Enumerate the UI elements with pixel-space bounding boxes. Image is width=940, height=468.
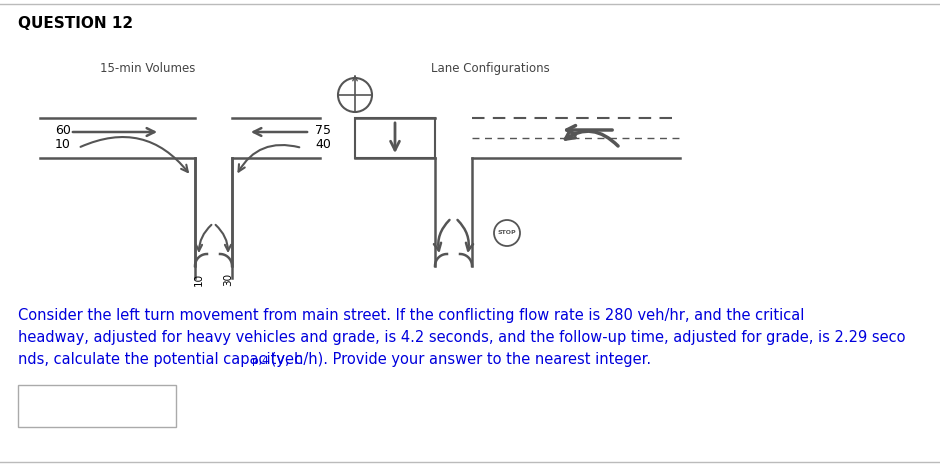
Text: (veh/h). Provide your answer to the nearest integer.: (veh/h). Provide your answer to the near… bbox=[266, 352, 651, 367]
Text: nds, calculate the potential capacity, c: nds, calculate the potential capacity, c bbox=[18, 352, 303, 367]
FancyArrowPatch shape bbox=[81, 137, 188, 172]
Text: p,4: p,4 bbox=[252, 356, 269, 366]
FancyArrowPatch shape bbox=[215, 225, 231, 251]
Text: 60: 60 bbox=[55, 124, 70, 138]
Bar bbox=[355, 118, 435, 158]
FancyArrowPatch shape bbox=[566, 131, 619, 146]
Text: Consider the left turn movement from main street. If the conflicting flow rate i: Consider the left turn movement from mai… bbox=[18, 308, 805, 323]
Text: 30: 30 bbox=[223, 273, 233, 286]
Text: 75: 75 bbox=[315, 124, 331, 138]
Text: Lane Configurations: Lane Configurations bbox=[431, 62, 549, 75]
Text: headway, adjusted for heavy vehicles and grade, is 4.2 seconds, and the follow-u: headway, adjusted for heavy vehicles and… bbox=[18, 330, 905, 345]
FancyArrowPatch shape bbox=[458, 220, 473, 250]
FancyArrowPatch shape bbox=[196, 225, 212, 251]
FancyArrowPatch shape bbox=[434, 220, 449, 250]
FancyArrowPatch shape bbox=[567, 125, 612, 134]
Text: 40: 40 bbox=[315, 139, 331, 152]
FancyArrowPatch shape bbox=[239, 145, 299, 172]
FancyBboxPatch shape bbox=[18, 385, 176, 427]
Text: 10: 10 bbox=[55, 139, 70, 152]
Text: QUESTION 12: QUESTION 12 bbox=[18, 16, 133, 31]
Text: STOP: STOP bbox=[497, 231, 516, 235]
Text: 15-min Volumes: 15-min Volumes bbox=[101, 62, 196, 75]
Text: 10: 10 bbox=[194, 273, 204, 286]
